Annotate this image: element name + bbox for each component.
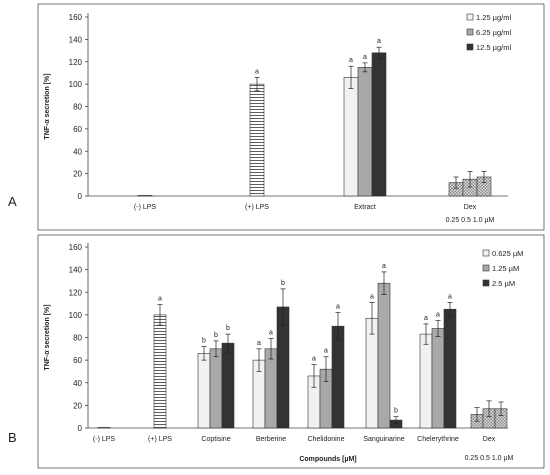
significance-label: a: [257, 340, 261, 347]
significance-label: a: [349, 57, 353, 64]
y-tick-label: 40: [73, 379, 82, 388]
legend-swatch: [466, 13, 474, 21]
category-label: Sanguinarine: [363, 436, 404, 443]
category-label: Chelerythrine: [417, 436, 459, 443]
legend-label: 1.25 µM: [492, 264, 519, 273]
legend-swatch: [482, 264, 490, 272]
category-label: (-) LPS: [134, 204, 157, 211]
bar: [331, 325, 345, 429]
significance-label: b: [202, 338, 206, 345]
dex-dose-label: 0.25 0.5 1.0 µM: [446, 217, 495, 224]
panel-b: B 0 20 40 60 80 100 120 140 160 TNF-α secretion [%…: [8, 234, 545, 469]
y-tick-label: 80: [73, 334, 82, 343]
panel-label: A: [8, 194, 17, 209]
legend-label: 0.625 µM: [492, 249, 523, 258]
y-tick-label: 60: [73, 356, 82, 365]
y-tick-label: 0: [78, 192, 83, 201]
significance-label: a: [382, 263, 386, 270]
y-tick-label: 120: [69, 58, 83, 67]
bar: [209, 348, 223, 429]
significance-label: a: [370, 293, 374, 300]
significance-label: a: [336, 304, 340, 311]
panel-label: B: [8, 430, 17, 445]
significance-label: a: [377, 38, 381, 45]
category-label: Berberine: [256, 436, 286, 443]
bar: [419, 333, 433, 429]
legend-label: 12.5 µg/ml: [476, 43, 512, 52]
category-label: Dex: [483, 436, 496, 443]
panel-frame: [37, 3, 545, 231]
bar: [377, 282, 391, 429]
significance-label: a: [312, 356, 316, 363]
bar: [249, 83, 265, 197]
category-label: Coptisine: [201, 436, 230, 443]
significance-label: a: [436, 312, 440, 319]
significance-label: b: [226, 325, 230, 332]
y-axis-label: TNF-α secretion [%]: [44, 304, 51, 370]
significance-label: a: [324, 348, 328, 355]
panel-a: A 0 20 40 60 80 100 120 140 160 TNF-α secretion [%…: [8, 3, 545, 231]
legend-swatch: [482, 279, 490, 287]
y-tick-label: 0: [78, 424, 83, 433]
bar: [221, 342, 235, 429]
y-tick-label: 140: [69, 266, 83, 275]
significance-label: a: [424, 315, 428, 322]
y-tick-label: 20: [73, 170, 82, 179]
bar: [137, 195, 153, 197]
significance-label: a: [158, 296, 162, 303]
y-tick-label: 60: [73, 125, 82, 134]
bar: [371, 52, 387, 197]
bar: [97, 427, 111, 429]
category-label: Chelidonine: [308, 436, 345, 443]
y-tick-label: 100: [69, 311, 83, 320]
x-axis-label: Compounds [µM]: [299, 456, 356, 463]
category-label: (+) LPS: [245, 204, 269, 211]
category-label: (-) LPS: [93, 436, 116, 443]
category-label: Extract: [354, 204, 376, 211]
y-axis-label: TNF-α secretion [%]: [44, 73, 51, 139]
panel-frame: [37, 234, 545, 469]
significance-label: b: [281, 280, 285, 287]
bar: [343, 77, 359, 197]
bar: [153, 314, 167, 429]
y-tick-label: 120: [69, 288, 83, 297]
category-label: (+) LPS: [148, 436, 172, 443]
category-label: Dex: [464, 204, 477, 211]
y-tick-label: 160: [69, 13, 83, 22]
bar: [357, 67, 373, 197]
significance-label: a: [363, 54, 367, 61]
legend-label: 6.25 µg/ml: [476, 28, 512, 37]
bar: [197, 353, 211, 429]
significance-label: a: [269, 330, 273, 337]
bar: [443, 308, 457, 429]
y-tick-label: 140: [69, 35, 83, 44]
y-tick-label: 160: [69, 243, 83, 252]
significance-label: a: [255, 68, 259, 75]
bar: [365, 317, 379, 429]
significance-label: b: [214, 332, 218, 339]
y-tick-label: 80: [73, 103, 82, 112]
y-tick-label: 20: [73, 401, 82, 410]
bar: [431, 328, 445, 429]
y-tick-label: 40: [73, 147, 82, 156]
significance-label: a: [448, 293, 452, 300]
y-tick-label: 100: [69, 80, 83, 89]
dex-dose-label: 0.25 0.5 1.0 µM: [465, 455, 514, 462]
legend-label: 2.5 µM: [492, 279, 515, 288]
significance-label: b: [394, 408, 398, 415]
bar: [264, 348, 278, 429]
legend-swatch: [466, 43, 474, 51]
legend-swatch: [482, 249, 490, 257]
legend-label: 1.25 µg/ml: [476, 13, 512, 22]
legend-swatch: [466, 28, 474, 36]
